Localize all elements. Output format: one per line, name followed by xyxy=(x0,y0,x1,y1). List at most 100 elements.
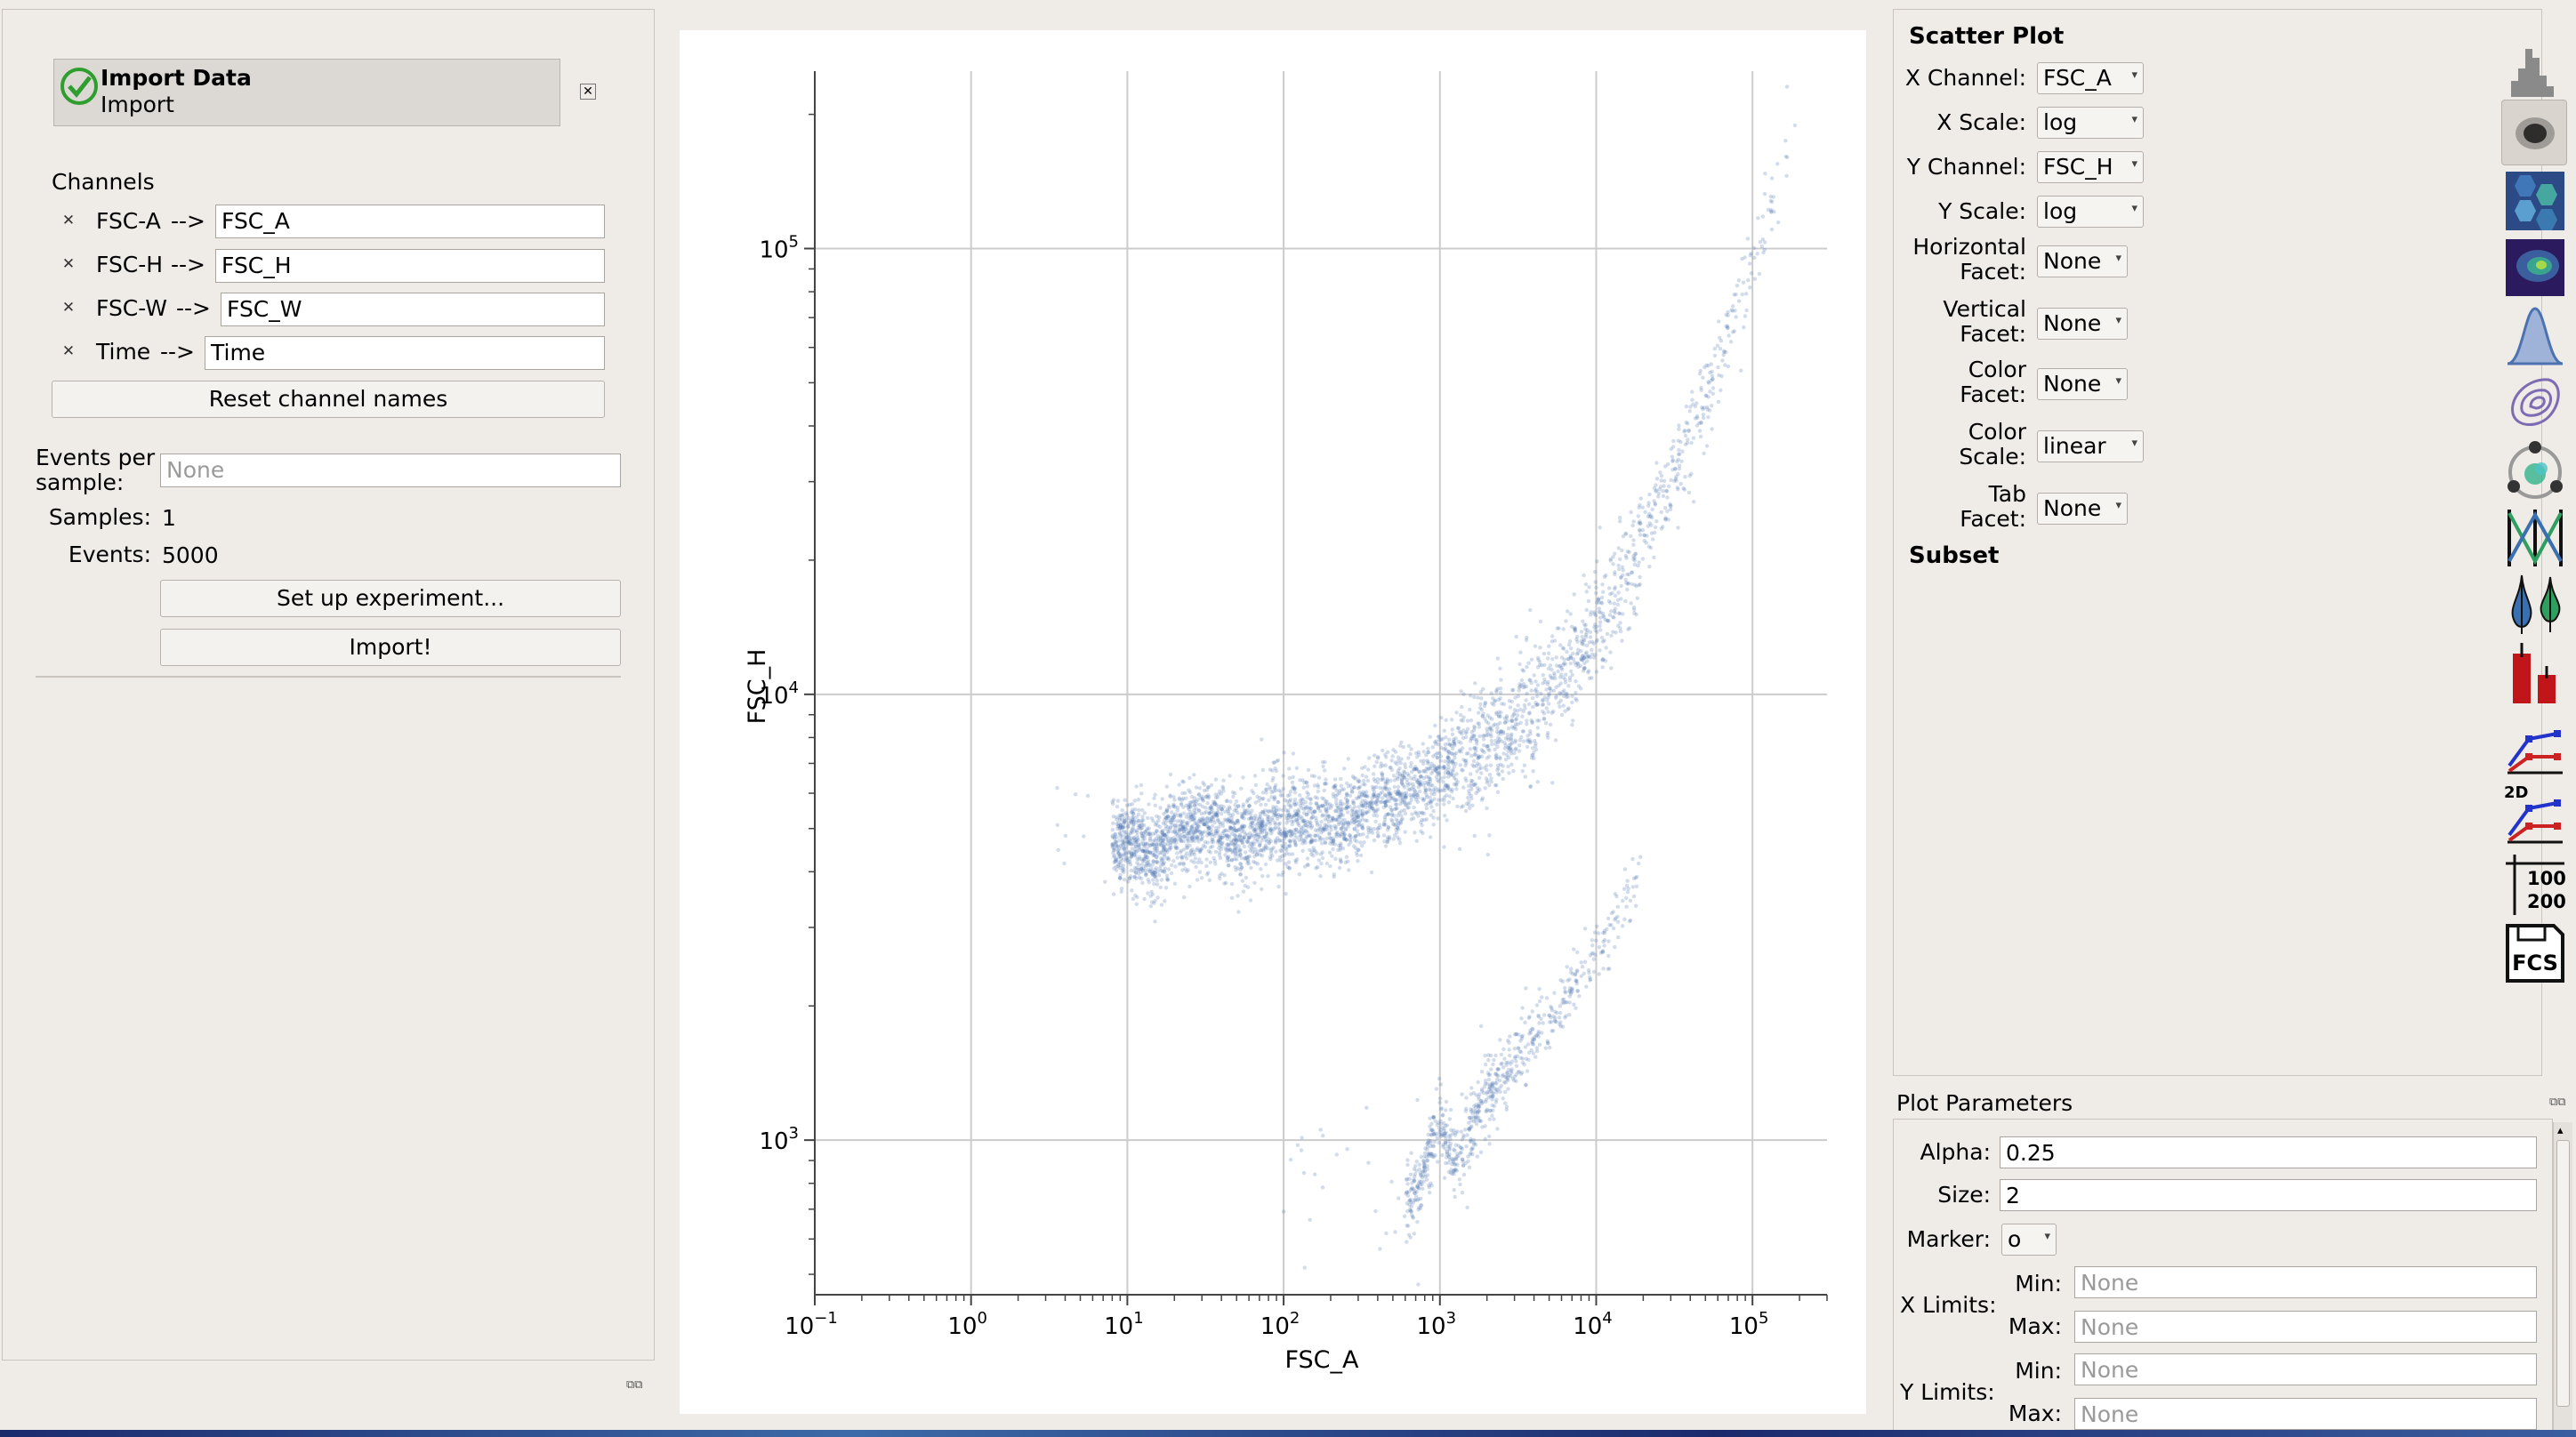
data-point xyxy=(1495,741,1501,745)
bar-chart-icon[interactable] xyxy=(2501,638,2567,704)
histogram-icon[interactable] xyxy=(2501,36,2567,101)
data-point xyxy=(1563,709,1567,713)
data-point xyxy=(1313,795,1317,799)
kde-icon[interactable] xyxy=(2501,301,2567,366)
data-point xyxy=(1646,544,1652,549)
data-point xyxy=(1169,818,1173,823)
channel-remove-icon[interactable]: ✕ xyxy=(61,212,76,229)
data-point xyxy=(1686,429,1691,433)
close-operation-icon[interactable]: ✕ xyxy=(580,84,596,100)
view-prop-select[interactable]: FSC_H ▾ xyxy=(2037,151,2144,183)
data-point xyxy=(1188,809,1193,815)
data-point xyxy=(1180,791,1185,796)
data-point xyxy=(1130,809,1135,815)
radviz-icon[interactable] xyxy=(2501,436,2567,502)
scatterplot-icon[interactable] xyxy=(2501,100,2567,165)
data-point xyxy=(1542,711,1547,716)
parallel-coords-icon[interactable] xyxy=(2501,503,2567,569)
data-point xyxy=(1496,763,1501,767)
stats-1d-icon[interactable] xyxy=(2501,711,2567,777)
contour-icon[interactable] xyxy=(2501,368,2567,434)
data-point xyxy=(1125,858,1130,863)
size-input[interactable]: 2 xyxy=(2000,1179,2537,1211)
data-point xyxy=(1116,851,1121,856)
events-per-sample-input[interactable]: None xyxy=(160,454,621,487)
data-point xyxy=(1287,813,1292,817)
data-point xyxy=(1745,237,1751,241)
x-min-input[interactable]: None xyxy=(2074,1266,2537,1298)
data-point xyxy=(1176,813,1180,817)
channel-remove-icon[interactable]: ✕ xyxy=(61,255,76,273)
params-scrollbar[interactable]: ▴ xyxy=(2553,1122,2572,1433)
data-point xyxy=(1493,722,1497,727)
data-point xyxy=(1608,558,1613,563)
view-prop-select[interactable]: FSC_A ▾ xyxy=(2037,62,2144,94)
data-point xyxy=(1271,789,1276,794)
view-prop-select[interactable]: None ▾ xyxy=(2037,493,2128,525)
data-point xyxy=(1055,823,1059,827)
channel-name-input[interactable]: FSC_A xyxy=(215,205,605,238)
table-icon[interactable]: 100 200 xyxy=(2501,852,2567,918)
scroll-thumb[interactable] xyxy=(2556,1140,2570,1407)
data-point xyxy=(1239,786,1244,791)
data-point xyxy=(1225,855,1230,860)
hexbin-icon[interactable] xyxy=(2501,167,2567,233)
data-point xyxy=(1761,250,1766,255)
data-point xyxy=(1304,781,1309,785)
data-point xyxy=(1394,831,1399,835)
data-point xyxy=(1485,733,1489,738)
data-point xyxy=(1515,713,1520,718)
import-button[interactable]: Import! xyxy=(160,629,621,666)
alpha-input[interactable]: 0.25 xyxy=(2000,1136,2537,1168)
data-point xyxy=(1256,849,1260,854)
view-prop-select[interactable]: None ▾ xyxy=(2037,368,2128,400)
data-point xyxy=(1189,839,1194,844)
view-prop-select[interactable]: None ▾ xyxy=(2037,245,2128,277)
view-prop-select[interactable]: linear ▾ xyxy=(2037,430,2144,462)
data-point xyxy=(1135,830,1139,834)
stats-2d-icon[interactable]: 2D xyxy=(2501,779,2567,845)
dock-float-icon[interactable]: ⧉⧉ xyxy=(626,1378,643,1392)
data-point xyxy=(1449,1128,1453,1133)
data-point xyxy=(1181,824,1186,829)
operation-card[interactable]: Import Data Import xyxy=(53,59,560,126)
dock-float-icon[interactable]: ⧉⧉ xyxy=(2549,1096,2566,1109)
data-point xyxy=(1236,854,1241,858)
data-point xyxy=(1228,825,1233,831)
data-point xyxy=(1152,853,1157,857)
view-prop-select[interactable]: log ▾ xyxy=(2037,196,2144,228)
scroll-up-icon[interactable]: ▴ xyxy=(2557,1124,2564,1137)
data-point xyxy=(1638,582,1642,587)
data-point xyxy=(1352,805,1357,809)
channel-remove-icon[interactable]: ✕ xyxy=(61,299,76,317)
data-point xyxy=(1453,1194,1457,1200)
channel-name-input[interactable]: FSC_H xyxy=(215,249,605,283)
y-max-input[interactable]: None xyxy=(2074,1398,2537,1430)
y-min-input[interactable]: None xyxy=(2074,1353,2537,1385)
density-icon[interactable] xyxy=(2501,233,2567,299)
reset-channel-names-button[interactable]: Reset channel names xyxy=(52,381,605,418)
data-point xyxy=(1337,815,1341,820)
x-max-input[interactable]: None xyxy=(2074,1311,2537,1343)
data-point xyxy=(1250,842,1254,847)
data-point xyxy=(1306,863,1310,868)
y-tick-label: 103 xyxy=(759,1124,799,1155)
data-point xyxy=(1526,702,1532,707)
fcs-export-icon[interactable]: FCS xyxy=(2501,919,2567,985)
data-point xyxy=(1380,773,1385,778)
data-point xyxy=(1396,789,1401,793)
violin-icon[interactable] xyxy=(2501,571,2567,637)
data-point xyxy=(1583,582,1589,587)
data-point xyxy=(1211,815,1216,819)
marker-select[interactable]: o ▾ xyxy=(2001,1224,2057,1256)
channel-name-input[interactable]: FSC_W xyxy=(221,293,605,326)
channel-name-input[interactable]: Time xyxy=(205,336,605,370)
data-point xyxy=(1220,807,1224,812)
view-prop-select[interactable]: None ▾ xyxy=(2037,308,2128,340)
view-prop-select[interactable]: log ▾ xyxy=(2037,107,2144,139)
setup-experiment-button[interactable]: Set up experiment... xyxy=(160,580,621,617)
channel-remove-icon[interactable]: ✕ xyxy=(61,342,76,360)
data-point xyxy=(1082,834,1086,839)
data-point xyxy=(1344,791,1349,796)
data-point xyxy=(1538,646,1542,650)
